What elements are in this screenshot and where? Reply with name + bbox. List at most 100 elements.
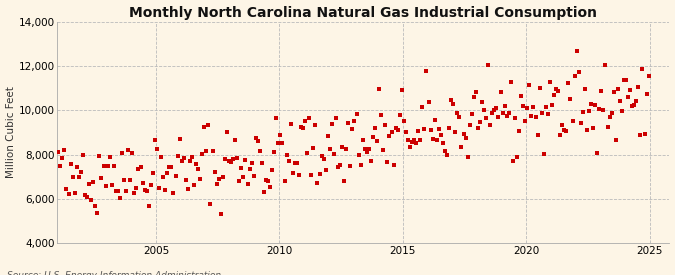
Point (448, 102, 458, 107)
Point (392, 127, 403, 132)
Point (409, 138, 420, 142)
Point (629, 103, 640, 107)
Point (250, 136, 261, 141)
Point (433, 127, 444, 131)
Point (292, 161, 302, 165)
Point (290, 160, 300, 165)
Point (612, 87, 623, 91)
Point (115, 196, 126, 200)
Point (57, 155, 68, 160)
Point (105, 155, 115, 159)
Point (345, 164, 356, 169)
Point (316, 154, 327, 158)
Point (263, 178, 273, 183)
Point (497, 111, 508, 115)
Point (119, 178, 130, 182)
Point (384, 134, 395, 139)
Point (528, 104, 539, 109)
Point (493, 115, 504, 119)
Point (347, 127, 358, 131)
Point (273, 140, 284, 145)
Point (137, 180, 148, 185)
Point (302, 151, 313, 155)
Point (530, 115, 541, 120)
Point (431, 138, 442, 142)
Point (357, 138, 368, 142)
Point (415, 138, 426, 142)
Point (217, 175, 228, 180)
Point (571, 49, 582, 53)
Point (625, 88, 636, 93)
Point (450, 130, 461, 134)
Point (504, 111, 514, 116)
Point (213, 177, 224, 182)
Point (174, 137, 185, 142)
Point (582, 128, 593, 132)
Point (417, 105, 428, 109)
Point (318, 157, 329, 161)
Point (133, 167, 144, 171)
Point (506, 79, 516, 84)
Point (610, 138, 621, 142)
Point (620, 78, 631, 82)
Point (623, 94, 634, 99)
Point (435, 133, 446, 138)
Point (635, 133, 646, 137)
Point (475, 120, 485, 125)
Point (427, 137, 438, 141)
Point (176, 159, 187, 163)
Point (604, 115, 615, 119)
Point (234, 178, 245, 183)
Point (485, 122, 495, 127)
Point (413, 129, 424, 133)
Point (526, 113, 537, 118)
Point (107, 183, 117, 187)
Point (145, 183, 156, 187)
Point (294, 173, 304, 177)
Point (199, 125, 210, 130)
Point (335, 163, 346, 167)
Point (462, 155, 473, 160)
Point (123, 148, 134, 152)
Point (359, 147, 370, 152)
Point (70, 191, 80, 195)
Point (596, 88, 607, 93)
Point (557, 123, 568, 128)
Point (246, 160, 257, 165)
Point (158, 175, 169, 179)
Point (514, 129, 524, 133)
Point (98, 163, 109, 168)
Point (382, 160, 393, 164)
Point (374, 86, 385, 91)
Point (197, 152, 208, 156)
Point (598, 108, 609, 112)
Point (631, 99, 642, 103)
Point (386, 130, 397, 134)
Text: Source: U.S. Energy Information Administration: Source: U.S. Energy Information Administ… (7, 271, 221, 275)
Point (256, 161, 267, 165)
Point (423, 99, 434, 104)
Point (388, 163, 399, 167)
Point (180, 177, 191, 182)
Point (551, 87, 562, 92)
Point (113, 189, 124, 193)
Point (402, 138, 413, 143)
Point (281, 153, 292, 157)
Point (244, 167, 255, 171)
Point (372, 138, 383, 143)
Point (470, 89, 481, 94)
Point (271, 116, 281, 120)
Point (553, 89, 564, 93)
Point (396, 88, 407, 92)
Point (616, 109, 627, 113)
Point (407, 139, 418, 144)
Point (269, 150, 279, 154)
Point (80, 193, 90, 197)
Point (135, 165, 146, 169)
Point (236, 166, 247, 170)
Point (65, 162, 76, 166)
Point (329, 152, 340, 156)
Point (162, 170, 173, 175)
Point (456, 145, 467, 149)
Point (606, 111, 617, 115)
